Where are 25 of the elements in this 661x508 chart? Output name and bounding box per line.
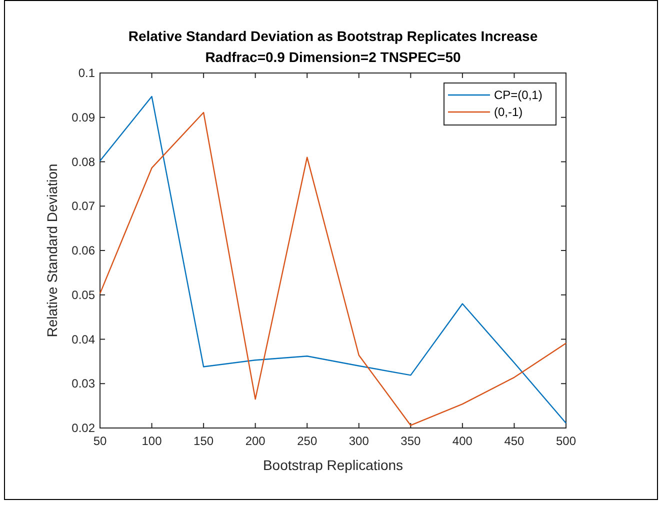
y-tick-label: 0.05 [72,288,96,302]
x-tick-label: 250 [297,434,318,448]
x-tick-label: 50 [93,434,107,448]
x-tick-label: 350 [400,434,421,448]
legend-label: CP=(0,1) [494,88,542,102]
chart-subtitle: Radfrac=0.9 Dimension=2 TNSPEC=50 [205,49,462,65]
x-tick-label: 300 [348,434,370,448]
x-tick-label: 500 [556,434,576,448]
y-tick-label: 0.06 [72,244,96,258]
y-tick-label: 0.02 [72,421,96,435]
y-tick-label: 0.04 [72,332,96,346]
x-tick-label: 400 [452,434,473,448]
y-tick-label: 0.09 [72,110,96,124]
y-tick-label: 0.03 [72,376,96,391]
x-tick-label: 150 [194,434,214,448]
x-tick-label: 100 [142,434,162,448]
y-tick-label: 0.08 [72,154,96,169]
x-axis-title: Bootstrap Replications [262,457,404,473]
x-tick-label: 450 [504,434,525,448]
y-axis-title: Relative Standard Deviation [44,164,60,338]
y-tick-label: 0.1 [78,66,96,80]
x-tick-label: 200 [245,434,266,448]
y-tick-label: 0.07 [72,199,96,214]
legend-label: (0,-1) [494,105,523,119]
chart-title: Relative Standard Deviation as Bootstrap Replicates Increase [128,28,538,44]
